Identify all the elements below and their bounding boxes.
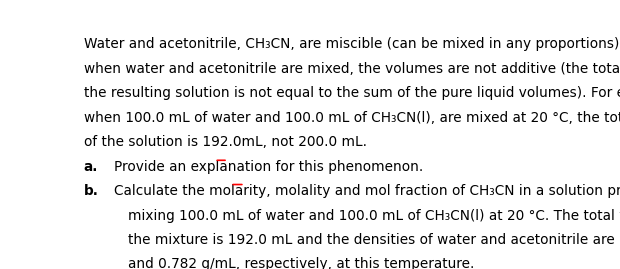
Text: b.: b. <box>84 184 99 198</box>
Text: Water and acetonitrile, CH₃CN, are miscible (can be mixed in any proportions). H: Water and acetonitrile, CH₃CN, are misci… <box>84 37 620 51</box>
Text: the mixture is 192.0 mL and the densities of water and acetonitrile are 0.998 g/: the mixture is 192.0 mL and the densitie… <box>128 233 620 247</box>
Text: mixing 100.0 mL of water and 100.0 mL of CH₃CN(l) at 20 °C. The total volume of: mixing 100.0 mL of water and 100.0 mL of… <box>128 208 620 222</box>
Text: the resulting solution is not equal to the sum of the pure liquid volumes). For : the resulting solution is not equal to t… <box>84 86 620 100</box>
Text: of the solution is 192.0mL, not 200.0 mL.: of the solution is 192.0mL, not 200.0 mL… <box>84 135 367 149</box>
Text: Calculate the molarity, molality and mol fraction of CH₃CN in a solution prepare: Calculate the molarity, molality and mol… <box>113 184 620 198</box>
Text: and 0.782 g/mL, respectively, at this temperature.: and 0.782 g/mL, respectively, at this te… <box>128 257 474 269</box>
Text: when 100.0 mL of water and 100.0 mL of CH₃CN(l), are mixed at 20 °C, the total v: when 100.0 mL of water and 100.0 mL of C… <box>84 111 620 125</box>
Text: when water and acetonitrile are mixed, the volumes are not additive (the total v: when water and acetonitrile are mixed, t… <box>84 62 620 76</box>
Text: Provide an explanation for this phenomenon.: Provide an explanation for this phenomen… <box>113 160 423 174</box>
Text: a.: a. <box>84 160 98 174</box>
